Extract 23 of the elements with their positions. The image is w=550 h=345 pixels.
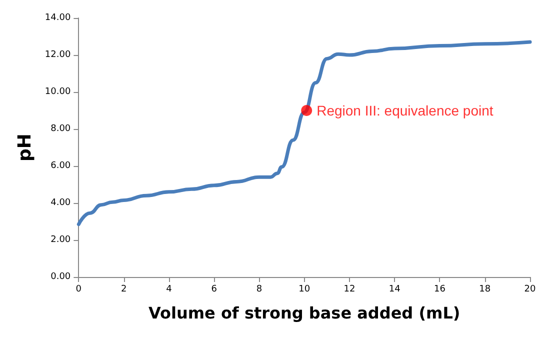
line-series [76,40,532,226]
y-tick-label: 6.00 [50,161,71,171]
y-tick-label: 0.00 [50,272,71,282]
x-tick-label: 14 [388,284,401,294]
x-tick-label: 12 [344,284,356,294]
y-tick-label: 10.00 [44,87,71,97]
x-tick-label: 18 [479,284,491,294]
x-tick-label: 2 [120,284,127,294]
x-tick-label: 20 [524,284,536,294]
x-tick-label: 8 [256,284,262,294]
y-tick-label: 2.00 [50,235,71,245]
y-tick-label: 14.00 [44,13,71,23]
x-tick-label: 0 [76,284,82,294]
y-tick-label: 4.00 [50,198,71,208]
x-tick-label: 16 [434,284,446,294]
x-tick-label: 6 [211,284,218,294]
x-axis-title: Volume of strong base added (mL) [148,304,460,322]
y-tick-label: 8.00 [50,124,71,134]
x-tick-label: 4 [166,284,172,294]
x-tick-label: 10 [298,284,310,294]
y-tick-label: 12.00 [44,50,71,60]
annotation: Region III: equivalence point [316,102,494,118]
y-axis-title: pH [14,134,36,162]
